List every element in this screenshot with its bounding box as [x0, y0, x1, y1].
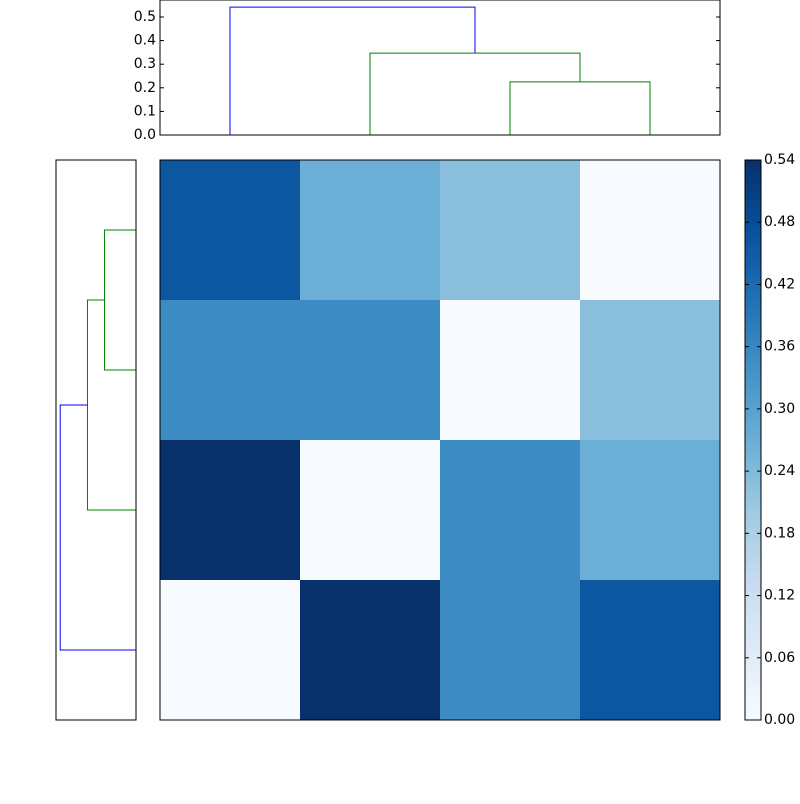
colorbar-tick-label: 0.42	[764, 276, 795, 292]
y-tick-label: 0.0	[134, 127, 156, 143]
heatmap-cell	[580, 300, 721, 441]
colorbar-tick-label: 0.00	[764, 712, 795, 728]
dendrogram-link	[509, 81, 651, 135]
axes-frame	[159, 0, 721, 136]
y-tick-label: 0.4	[134, 33, 156, 49]
heatmap-cell	[300, 580, 441, 721]
dendrogram-link	[86, 299, 136, 511]
y-tick-label: 0.3	[134, 56, 156, 72]
dendrogram-link	[369, 52, 581, 135]
y-tick-label: 0.5	[134, 9, 156, 25]
heatmap-cell	[440, 300, 581, 441]
heatmap-cell	[300, 440, 441, 581]
heatmap-cell	[440, 160, 581, 301]
y-tick-label: 0.2	[134, 80, 156, 96]
heatmap-cell	[580, 440, 721, 581]
colorbar-tick-label: 0.48	[764, 214, 795, 230]
heatmap-cell	[440, 440, 581, 581]
colorbar-tick-label: 0.12	[764, 588, 795, 604]
heatmap-cell	[440, 580, 581, 721]
axes-frame	[55, 159, 137, 721]
colorbar-tick-label: 0.24	[764, 463, 795, 479]
heatmap-cell	[160, 440, 301, 581]
heatmap-cell	[300, 160, 441, 301]
colorbar-tick-label: 0.06	[764, 650, 795, 666]
heatmap-cell	[580, 580, 721, 721]
colorbar-tick-label: 0.30	[764, 401, 795, 417]
colorbar	[744, 159, 762, 721]
colorbar-tick-label: 0.54	[764, 152, 795, 168]
axes-frame	[159, 159, 721, 721]
heatmap-cell	[580, 160, 721, 301]
dendrogram-link	[59, 404, 136, 651]
dendrogram-link	[104, 229, 136, 371]
heatmap-cell	[160, 580, 301, 721]
dendrogram-link	[229, 6, 476, 135]
heatmap-cell	[160, 300, 301, 441]
heatmap-cell	[300, 300, 441, 441]
colorbar-tick-label: 0.18	[764, 525, 795, 541]
y-tick-label: 0.1	[134, 103, 156, 119]
heatmap-cell	[160, 160, 301, 301]
colorbar-tick-label: 0.36	[764, 339, 795, 355]
